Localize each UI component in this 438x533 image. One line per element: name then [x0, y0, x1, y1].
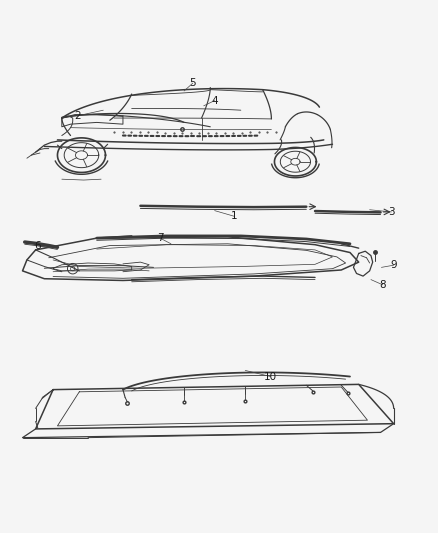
- Text: 4: 4: [211, 95, 218, 106]
- Text: 3: 3: [388, 207, 395, 217]
- Text: 10: 10: [264, 372, 277, 382]
- Text: 6: 6: [35, 240, 41, 251]
- Text: 7: 7: [157, 233, 163, 243]
- Text: 1: 1: [231, 211, 237, 221]
- Text: 2: 2: [74, 111, 81, 121]
- Text: 5: 5: [190, 78, 196, 88]
- Text: 8: 8: [379, 280, 386, 290]
- Text: 9: 9: [390, 260, 397, 270]
